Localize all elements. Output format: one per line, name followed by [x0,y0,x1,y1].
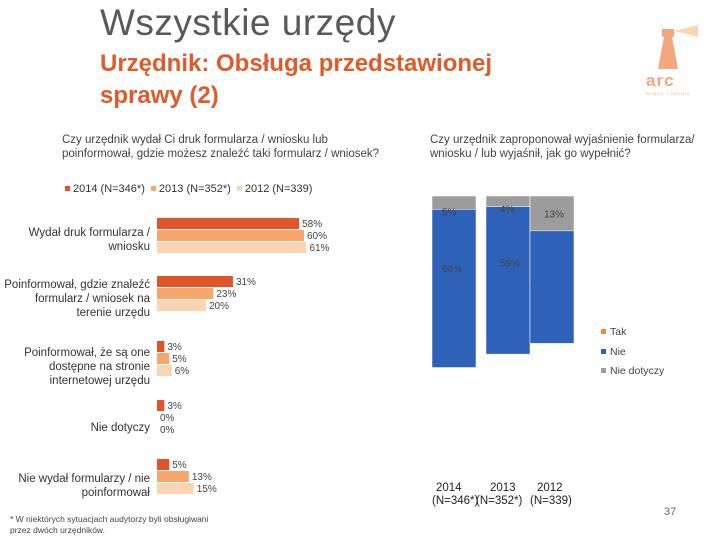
legend-item-nie-dotyczy: Nie dotyczy [601,365,664,377]
bar-2013 [157,353,170,364]
data-label: 13% [192,472,212,483]
bar-2014 [157,276,233,287]
legend-label-2014: 2014 (N=346*) [73,183,145,195]
category-label: Poinformował, gdzie znaleźć formularz / … [4,279,150,319]
data-label: 4% [500,205,515,216]
left-chart-legend: 2014 (N=346*) 2013 (N=352*) 2012 (N=339) [62,183,312,195]
logo-subtext: RYNEK I OPINIA [646,91,691,96]
bar-2012 [157,365,172,376]
legend-swatch-2014 [65,186,70,191]
data-label: 60% [307,231,327,242]
x-tick-n: (N=352*) [476,495,523,507]
data-label: 58% [302,219,322,230]
left-chart-question: Czy urzędnik wydał Ci druk formularza / … [62,134,380,160]
legend-label-tak: Tak [610,326,627,338]
legend-item-nie: Nie [601,346,626,358]
data-label: 13% [544,209,564,220]
legend-swatch-2012 [236,186,242,191]
category-label: Nie dotyczy [90,422,150,434]
page-number: 37 [664,506,677,518]
data-label: 20% [209,301,229,312]
data-label: 31% [236,277,256,288]
data-label: 5% [442,207,457,218]
bar-2013 [157,230,304,241]
bar-2013 [157,471,189,482]
data-label: 3% [167,401,182,412]
stacked-bar-nie-dotyczy [431,195,477,210]
legend-swatch-nie [601,349,606,354]
data-label: 5% [172,460,187,471]
data-label: 64% [442,264,462,275]
arc-logo: arc RYNEK I OPINIA [640,25,700,96]
data-label: 0% [160,425,175,436]
bar-2014 [157,459,170,470]
logo-text: arc [646,71,675,90]
legend-swatch-nie-dotyczy [601,368,606,373]
legend-label-nie-dotyczy: Nie dotyczy [610,365,665,377]
legend-label-nie: Nie [610,346,626,358]
legend-label-2013: 2013 (N=352*) [158,183,231,195]
legend-swatch-2013 [150,186,156,191]
stacked-bar-nie [431,195,477,368]
category-label: Poinformował, że są one dostępne na stro… [24,347,150,387]
x-tick-year: 2013 [490,482,516,494]
x-tick-year: 2014 [436,482,462,494]
category-label: Nie wydał formularzy / nie poinformował [18,473,150,499]
x-tick-year: 2012 [537,482,563,494]
legend-item-tak: Tak [601,326,626,338]
legend-swatch-tak [601,329,606,334]
data-label: 0% [160,413,175,424]
page-subtitle: Urzędnik: Obsługa przedstawionej sprawy … [100,50,493,109]
data-label: 61% [309,243,329,254]
legend-label-2012: 2012 (N=339) [244,183,313,195]
bar-2014 [157,218,300,229]
data-label: 6% [175,366,190,377]
x-tick-n: (N=346*) [432,495,479,507]
x-tick-n: (N=339) [530,495,572,507]
data-label: 23% [216,289,236,300]
data-label: 5% [172,354,187,365]
stacked-bar-nie [485,195,531,355]
bar-2012 [157,300,206,311]
data-label: 59% [500,258,520,269]
data-label: 3% [167,342,182,353]
page-title: Wszystkie urzędy [100,2,396,43]
stacked-bar-nie-dotyczy [529,195,575,232]
footnote: * W niektórych sytuacjach audytorzy byli… [10,514,209,535]
category-label: Wydał druk formularza / wniosku [28,227,150,253]
bar-2013 [157,288,214,299]
bar-2014 [157,341,165,352]
bar-2012 [157,242,307,253]
data-label: 15% [197,484,217,495]
bar-2014 [157,400,165,411]
right-chart-question: Czy urzędnik zaproponował wyjaśnienie fo… [430,134,695,160]
lighthouse-icon [658,25,698,69]
bar-2012 [157,483,194,494]
